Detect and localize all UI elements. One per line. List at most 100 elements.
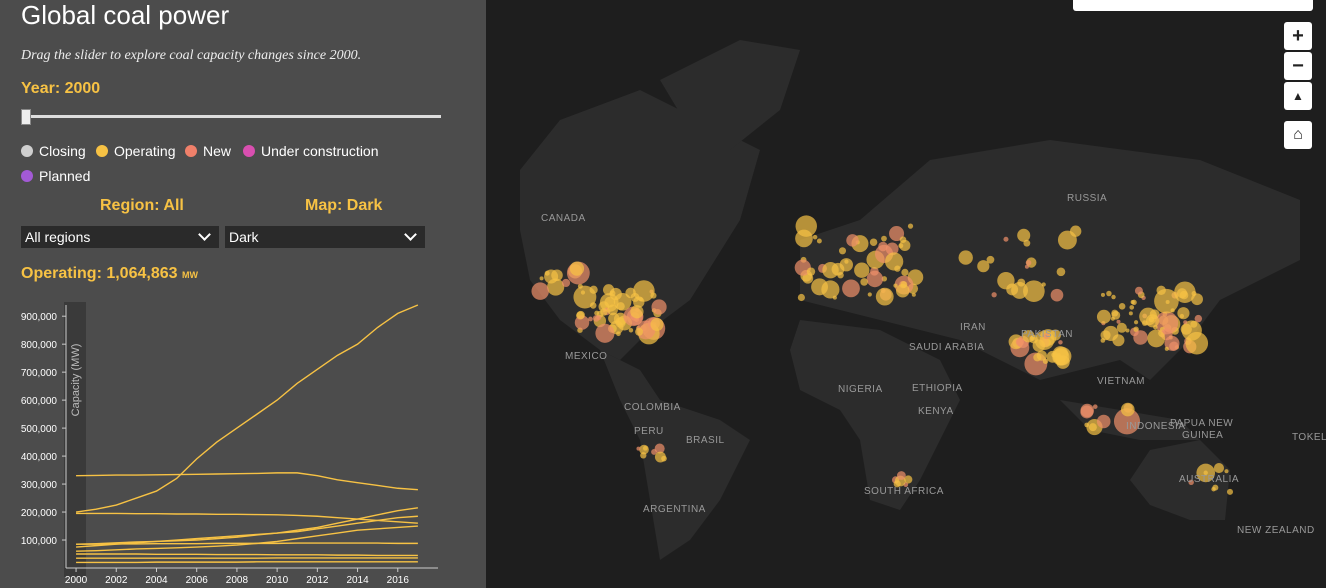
zoom-in-button[interactable]: +: [1284, 22, 1312, 50]
plant-dot[interactable]: [1118, 303, 1126, 310]
legend-item[interactable]: New: [185, 143, 231, 159]
plant-dot[interactable]: [1183, 320, 1188, 325]
plant-dot[interactable]: [838, 247, 847, 255]
legend-item[interactable]: Planned: [21, 168, 90, 184]
plant-dot[interactable]: [592, 315, 600, 322]
search-box[interactable]: [1073, 0, 1313, 11]
plant-dot[interactable]: [1080, 405, 1094, 419]
plant-dot[interactable]: [899, 236, 907, 244]
plant-dot[interactable]: [1133, 330, 1148, 345]
plant-dot[interactable]: [1120, 402, 1135, 417]
plant-dot[interactable]: [842, 279, 860, 298]
plant-dot[interactable]: [898, 243, 904, 249]
plant-dot[interactable]: [1134, 286, 1143, 295]
legend-item[interactable]: Under construction: [243, 143, 379, 159]
plant-dot[interactable]: [551, 269, 563, 282]
plant-dot[interactable]: [1170, 308, 1175, 313]
plant-dot[interactable]: [1069, 225, 1082, 237]
region-select[interactable]: All regions: [21, 226, 219, 248]
plant-dot[interactable]: [1116, 322, 1127, 333]
plant-dot[interactable]: [1113, 408, 1141, 435]
plant-dot[interactable]: [878, 241, 888, 252]
plant-dot[interactable]: [896, 471, 906, 480]
plant-dot[interactable]: [1185, 331, 1209, 355]
plant-dot[interactable]: [1212, 484, 1219, 491]
plant-dot[interactable]: [1050, 288, 1064, 302]
plant-dot[interactable]: [1043, 332, 1050, 340]
plant-dot[interactable]: [907, 223, 914, 229]
plant-dot[interactable]: [904, 475, 913, 484]
plant-dot[interactable]: [816, 238, 822, 244]
plant-dot[interactable]: [633, 280, 655, 302]
plant-dot[interactable]: [1165, 300, 1170, 305]
plant-dot[interactable]: [651, 299, 667, 315]
plant-dot[interactable]: [1032, 339, 1046, 352]
plant-dot[interactable]: [832, 295, 837, 300]
plant-dot[interactable]: [1224, 469, 1229, 474]
plant-dot[interactable]: [1111, 294, 1116, 300]
plant-dot[interactable]: [600, 308, 608, 316]
plant-dot[interactable]: [1128, 311, 1133, 316]
plant-dot[interactable]: [1188, 479, 1194, 486]
plant-dot[interactable]: [1024, 264, 1029, 269]
plant-dot[interactable]: [589, 285, 598, 294]
plant-dot[interactable]: [854, 262, 870, 278]
plant-dot[interactable]: [1147, 329, 1166, 348]
plant-dot[interactable]: [594, 310, 600, 316]
plant-dot[interactable]: [1133, 326, 1139, 332]
plant-dot[interactable]: [630, 305, 644, 319]
plant-dot[interactable]: [576, 310, 585, 320]
plant-dot[interactable]: [1145, 314, 1160, 328]
plant-dot[interactable]: [561, 278, 571, 288]
plant-dot[interactable]: [1058, 340, 1063, 345]
plant-dot[interactable]: [811, 278, 829, 296]
plant-dot[interactable]: [607, 304, 618, 316]
plant-dot[interactable]: [846, 234, 859, 247]
plant-dot[interactable]: [608, 312, 620, 325]
plant-dot[interactable]: [628, 328, 634, 333]
plant-dot[interactable]: [812, 234, 818, 240]
plant-dot[interactable]: [588, 316, 593, 322]
plant-dot[interactable]: [797, 293, 805, 302]
plant-dot[interactable]: [640, 452, 647, 459]
plant-dot[interactable]: [1226, 488, 1234, 495]
plant-dot[interactable]: [650, 317, 664, 331]
slider-track[interactable]: [21, 115, 441, 118]
plant-dot[interactable]: [1174, 281, 1196, 303]
plant-dot[interactable]: [1164, 346, 1169, 351]
plant-dot[interactable]: [544, 270, 550, 276]
plant-dot[interactable]: [1096, 309, 1111, 324]
plant-dot[interactable]: [654, 451, 666, 463]
zoom-out-button[interactable]: −: [1284, 52, 1312, 80]
plant-dot[interactable]: [616, 302, 625, 311]
plant-dot[interactable]: [1129, 305, 1135, 310]
plant-dot[interactable]: [1052, 346, 1072, 366]
plant-dot[interactable]: [636, 446, 641, 451]
plant-dot[interactable]: [539, 276, 544, 281]
plant-dot[interactable]: [860, 278, 868, 286]
plant-dot[interactable]: [577, 283, 583, 289]
plant-dot[interactable]: [885, 252, 904, 271]
plant-dot[interactable]: [1003, 236, 1009, 242]
plant-dot[interactable]: [1103, 325, 1119, 342]
plant-dot[interactable]: [831, 262, 845, 276]
plant-dot[interactable]: [806, 267, 816, 276]
plant-dot[interactable]: [1177, 307, 1190, 320]
plant-dot[interactable]: [986, 255, 995, 264]
plant-dot[interactable]: [635, 327, 644, 336]
plant-dot[interactable]: [991, 292, 997, 298]
plant-dot[interactable]: [531, 282, 549, 300]
plant-dot[interactable]: [1036, 350, 1047, 361]
plant-dot[interactable]: [881, 235, 887, 242]
plant-dot[interactable]: [1131, 299, 1137, 306]
plant-dot[interactable]: [901, 268, 909, 276]
plant-dot[interactable]: [869, 238, 878, 246]
plant-dot[interactable]: [1133, 320, 1139, 325]
plant-dot[interactable]: [1100, 292, 1106, 297]
plant-dot[interactable]: [1025, 259, 1032, 266]
plant-dot[interactable]: [958, 250, 973, 265]
plant-dot[interactable]: [1022, 330, 1035, 343]
plant-dot[interactable]: [1017, 228, 1031, 242]
plant-dot[interactable]: [569, 261, 585, 276]
plant-dot[interactable]: [642, 445, 648, 451]
